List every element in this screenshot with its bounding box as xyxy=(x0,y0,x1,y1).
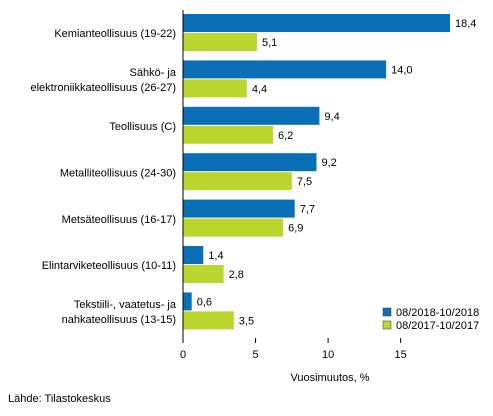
category-label: Sähkö- ja xyxy=(130,67,177,79)
data-label: 6,9 xyxy=(288,223,303,235)
data-label: 18,4 xyxy=(455,18,476,30)
category-label: Metsäteollisuus (16-17) xyxy=(62,214,176,226)
bar xyxy=(183,265,224,283)
data-label: 9,4 xyxy=(324,111,339,123)
legend-label: 08/2017-10/2017 xyxy=(396,320,479,332)
data-label: 5,1 xyxy=(262,37,277,49)
x-tick-label: 15 xyxy=(395,349,407,361)
data-label: 7,7 xyxy=(300,204,315,216)
category-label: nahkateollisuus (13-15) xyxy=(62,314,176,326)
bar xyxy=(183,153,317,172)
value-labels-group: 18,4 5,1 14,0 4,4 9,4 6,2 9,2 7,5 7,7 6,9 1,4 2,8 0,… xyxy=(197,18,477,327)
x-tick-label: 5 xyxy=(252,349,258,361)
legend-swatch xyxy=(382,320,392,330)
bar xyxy=(183,311,234,330)
category-label: Elintarviketeollisuus (10-11) xyxy=(42,260,176,272)
bar xyxy=(183,292,192,311)
x-axis-group: 0 5 10 15 xyxy=(180,338,407,361)
category-labels-group: Kemianteollisuus (19-22) Sähkö- ja elektro… xyxy=(30,28,176,326)
bars-group xyxy=(183,14,450,330)
data-label: 3,5 xyxy=(239,315,254,327)
source-note: Lähde: Tilastokeskus xyxy=(8,393,111,405)
legend-swatch xyxy=(382,307,392,317)
legend-label: 08/2018-10/2018 xyxy=(396,307,479,319)
bar xyxy=(183,106,320,125)
bar xyxy=(183,246,204,264)
data-label: 0,6 xyxy=(197,296,212,308)
data-label: 14,0 xyxy=(391,64,412,76)
bar xyxy=(183,33,258,51)
bar xyxy=(183,172,292,191)
data-label: 2,8 xyxy=(229,269,244,281)
category-label: Tekstiili-, vaatetus- ja xyxy=(74,299,177,311)
data-label: 4,4 xyxy=(252,83,267,95)
data-label: 1,4 xyxy=(208,250,223,262)
x-tick-label: 0 xyxy=(180,349,186,361)
data-label: 7,5 xyxy=(297,176,312,188)
bar xyxy=(183,79,247,98)
x-axis-label: Vuosimuutos, % xyxy=(290,372,369,384)
data-label: 9,2 xyxy=(322,157,337,169)
x-tick-label: 10 xyxy=(322,349,334,361)
category-label: Kemianteollisuus (19-22) xyxy=(54,28,176,40)
bar xyxy=(183,125,273,144)
category-label: Teollisuus (C) xyxy=(109,121,176,133)
bar xyxy=(183,14,450,32)
category-label: elektroniikkateollisuus (26-27) xyxy=(30,82,176,94)
data-label: 6,2 xyxy=(278,130,293,142)
bar xyxy=(183,60,387,79)
category-label: Metalliteollisuus (24-30) xyxy=(60,167,176,179)
bar xyxy=(183,199,295,218)
bar xyxy=(183,218,284,237)
